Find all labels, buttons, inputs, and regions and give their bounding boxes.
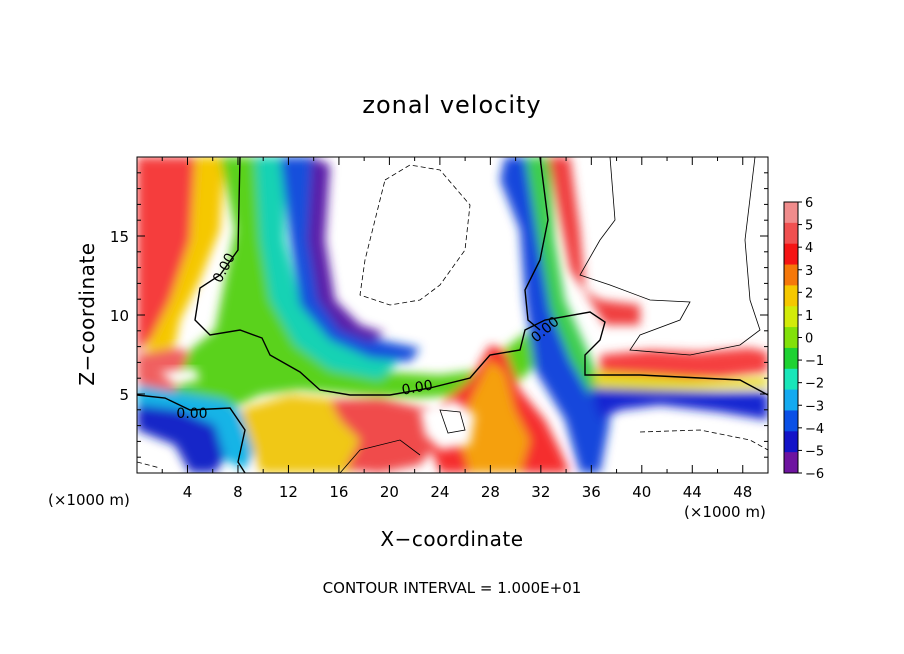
x-axis-label: X−coordinate: [380, 527, 523, 551]
contour-dashed-3: [137, 461, 161, 469]
colorbar-tick-label: −2: [805, 377, 824, 392]
x-tick-label: 48: [733, 483, 752, 501]
x-units-left: (×1000 m): [48, 491, 130, 509]
colorbar-swatch: [784, 306, 798, 328]
x-tick-label: 28: [481, 483, 500, 501]
x-tick-label: 16: [329, 483, 348, 501]
x-tick-label: 40: [632, 483, 651, 501]
field-right-band-blue: [590, 388, 768, 420]
x-tick-label: 24: [430, 483, 449, 501]
x-tick-label: 20: [380, 483, 399, 501]
colorbar-swatch: [784, 368, 798, 391]
colorbar-tick-label: −4: [805, 422, 824, 437]
field-white-hole-left: [160, 368, 200, 385]
colorbar-tick-label: 3: [805, 264, 813, 279]
colorbar-tick-label: −1: [805, 354, 824, 369]
x-tick-label: 8: [233, 483, 243, 501]
colorbar-swatch: [784, 264, 798, 286]
contour-interval-footer: CONTOUR INTERVAL = 1.000E+01: [323, 579, 582, 597]
y-axis-label: Z−coordinate: [75, 242, 99, 385]
colorbar-swatch: [784, 327, 798, 349]
colorbar-swatch: [784, 431, 798, 453]
colorbar-tick-label: 2: [805, 286, 813, 301]
colorbar: 6 5 4 3 2 1 0 −1 −2 −3 −4 −5 −6: [783, 196, 824, 482]
field-central-orange: [460, 360, 530, 473]
chart-title: zonal velocity: [362, 91, 541, 119]
colorbar-tick-label: −5: [805, 444, 824, 459]
field-bottom-cyan: [137, 385, 255, 470]
x-axis: 4 8 12 16 20 24 28 32 36 40 44 48: [161, 157, 752, 501]
contour-dashed-2: [639, 429, 768, 451]
colorbar-tick-label: 6: [805, 196, 813, 211]
field-blue-band: [280, 157, 420, 362]
field-right-band-yellow: [595, 372, 768, 390]
x-tick-label: 32: [531, 483, 550, 501]
field-left-yellow: [140, 157, 225, 368]
colorbar-swatch: [784, 202, 798, 224]
contour-solid-3: [524, 157, 549, 331]
x-tick-label: 4: [183, 483, 193, 501]
colorbar-tick-label: 4: [805, 241, 813, 256]
colorbar-tick-label: −6: [805, 467, 824, 482]
contour-thin-1: [579, 157, 761, 356]
colorbar-tick-label: 1: [805, 309, 813, 324]
colorbar-tick-label: −3: [805, 399, 824, 414]
contour-label-3: 0.00: [176, 406, 207, 422]
colorbar-swatch: [784, 389, 798, 411]
colorbar-swatch: [784, 452, 798, 474]
colorbar-tick-label: 5: [805, 219, 813, 234]
colorbar-swatch: [784, 410, 798, 432]
y-tick-label: 5: [119, 386, 129, 404]
colorbar-swatch: [784, 285, 798, 307]
colorbar-swatch: [784, 347, 798, 370]
field-cyan-band: [255, 157, 400, 380]
field-right-column-red: [548, 157, 640, 325]
field-green-band: [175, 157, 560, 410]
contour-label-2: 0.00: [401, 377, 434, 398]
x-tick-label: 12: [279, 483, 298, 501]
y-tick-label: 15: [110, 228, 129, 246]
colorbar-tick-label: 0: [805, 332, 813, 347]
colorbar-swatch: [784, 222, 798, 245]
contour-dashed-1: [359, 164, 471, 306]
contour-solid-1: [194, 157, 768, 396]
contour-lines: [137, 157, 768, 473]
field-purple-edge: [308, 157, 385, 342]
y-tick-label: 10: [110, 307, 129, 325]
field-right-column-green: [525, 157, 600, 395]
field-white-hole: [420, 400, 475, 450]
x-tick-label: 36: [582, 483, 601, 501]
field-bottom-red: [330, 398, 440, 473]
contour-thin-2: [439, 409, 466, 434]
y-axis: 5 10 15: [110, 172, 768, 458]
x-units-right: (×1000 m): [684, 503, 766, 521]
field-right-band-red: [600, 348, 768, 378]
x-tick-label: 44: [683, 483, 702, 501]
contour-solid-2: [137, 394, 246, 473]
plot-area: 0.00 0.00 0.00 0.00: [137, 157, 768, 473]
contour-thin-3: [339, 439, 421, 473]
colorbar-swatch: [784, 243, 798, 266]
